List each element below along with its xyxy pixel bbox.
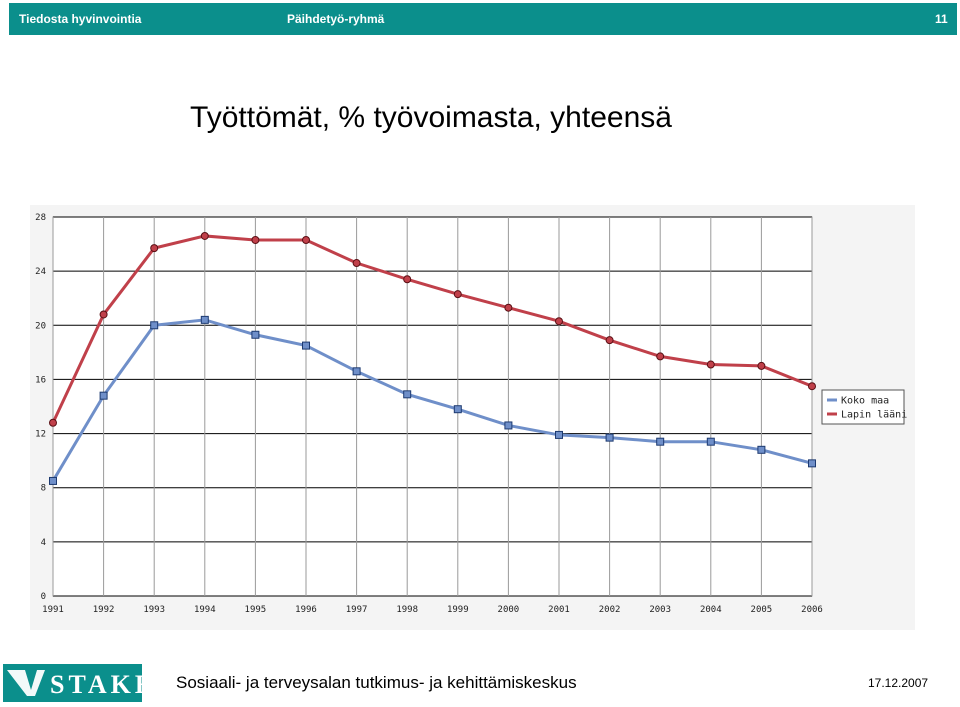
legend-box <box>821 389 905 425</box>
data-point <box>352 259 361 268</box>
x-tick-label: 1996 <box>295 605 317 615</box>
x-tick-label: 1992 <box>93 605 115 615</box>
series-line <box>51 318 813 482</box>
header-center-text: Päihdetyö-ryhmä <box>287 12 385 26</box>
chart: 0 4 8 12 16 20 24 28 1991 1992 1993 1994 1995 1996 199… <box>30 205 915 630</box>
x-tick-label: 1999 <box>447 605 469 615</box>
chart-svg: 0 4 8 12 16 20 24 28 1991 1992 1993 1994 1995 1996 199… <box>30 205 915 630</box>
data-point <box>808 382 816 391</box>
y-tick-label: 28 <box>35 213 46 223</box>
data-point <box>757 445 766 454</box>
data-point <box>656 437 665 446</box>
logo-text: STAKES <box>50 670 142 699</box>
x-tick-label: 2000 <box>498 605 520 615</box>
x-tick-label: 1994 <box>194 605 216 615</box>
data-point <box>808 459 816 468</box>
data-point <box>757 361 766 370</box>
page-number: 11 <box>935 12 948 26</box>
data-point <box>302 341 310 350</box>
data-point <box>706 437 715 446</box>
y-tick-label: 0 <box>41 592 46 602</box>
series-line <box>51 234 813 424</box>
data-point <box>200 315 209 324</box>
data-point <box>453 290 462 299</box>
data-point <box>49 418 57 427</box>
x-tick-label: 2002 <box>599 605 621 615</box>
data-point <box>453 405 462 414</box>
y-tick-label: 16 <box>35 375 46 385</box>
x-tick-label: 1997 <box>346 605 368 615</box>
data-point <box>504 303 513 312</box>
data-point <box>49 476 57 485</box>
data-point <box>656 352 665 361</box>
y-tick-label: 4 <box>41 538 46 548</box>
legend-label: Lapin lääni <box>841 410 907 421</box>
header-bar: Tiedosta hyvinvointia Päihdetyö-ryhmä 11 <box>9 3 957 35</box>
data-point <box>302 236 310 245</box>
data-point <box>555 317 563 326</box>
x-tick-label: 2004 <box>700 605 722 615</box>
footer-date: 17.12.2007 <box>868 676 929 690</box>
data-point <box>403 275 412 284</box>
plot-area <box>52 216 813 597</box>
x-tick-label: 2006 <box>801 605 823 615</box>
data-point <box>200 231 209 240</box>
data-point <box>605 336 614 345</box>
data-point <box>251 236 260 245</box>
data-point <box>706 360 715 369</box>
y-tick-label: 8 <box>41 484 46 494</box>
data-point <box>504 421 513 430</box>
data-point <box>605 433 614 442</box>
data-point <box>251 330 260 339</box>
legend-label: Koko maa <box>841 396 889 407</box>
x-tick-label: 1995 <box>245 605 267 615</box>
y-tick-label: 12 <box>35 430 46 440</box>
x-tick-label: 2001 <box>548 605 570 615</box>
x-tick-label: 2003 <box>649 605 671 615</box>
data-point <box>352 367 361 376</box>
stakes-logo-icon: STAKES <box>7 670 171 699</box>
data-point <box>555 430 563 439</box>
y-tick-label: 20 <box>35 321 46 331</box>
data-point <box>150 244 159 253</box>
x-tick-label: 1993 <box>143 605 165 615</box>
x-tick-label: 2005 <box>751 605 773 615</box>
stakes-logo[interactable]: STAKES <box>3 664 171 702</box>
data-point <box>403 390 412 399</box>
footer-organization: Sosiaali- ja terveysalan tutkimus- ja ke… <box>176 673 577 692</box>
x-tick-label: 1998 <box>396 605 418 615</box>
x-tick-label: 1991 <box>42 605 64 615</box>
y-tick-label: 24 <box>35 267 46 277</box>
slide-title: Työttömät, % työvoimasta, yhteensä <box>190 101 672 134</box>
header-left-text: Tiedosta hyvinvointia <box>19 12 142 26</box>
data-point <box>99 310 108 319</box>
data-point <box>150 321 159 330</box>
data-point <box>99 391 108 400</box>
